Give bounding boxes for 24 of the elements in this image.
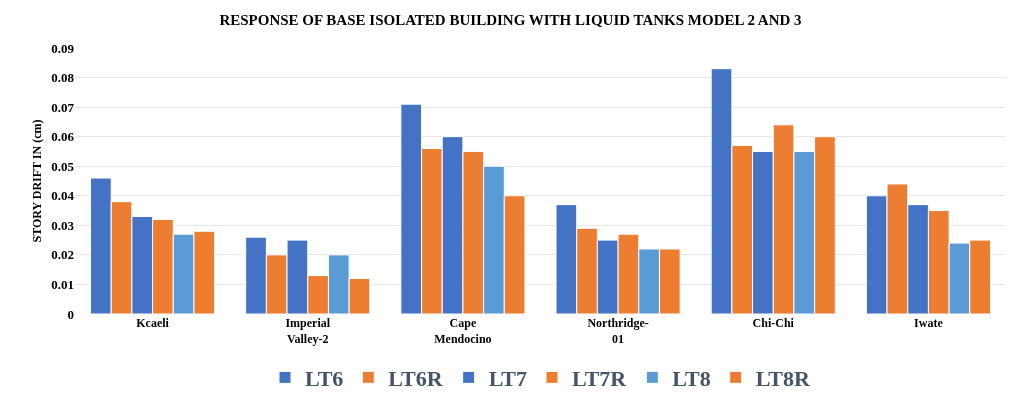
- y-tick-label: 0: [67, 306, 74, 322]
- x-tick-label: Northridge- 01: [587, 316, 649, 346]
- x-tick-label: Kcaeli: [136, 316, 170, 330]
- x-tick-label: Imperial Valley-2: [285, 316, 331, 346]
- legend-label: LT6R: [388, 365, 444, 391]
- y-tick-label: 0.05: [51, 158, 75, 174]
- y-axis-title: STORY DRIFT IN (cm): [30, 119, 44, 243]
- legend-label: LT7: [488, 365, 527, 391]
- y-tick-label: 0.03: [51, 217, 75, 233]
- y-tick-label: 0.09: [51, 40, 75, 56]
- legend-label: LT7R: [571, 365, 628, 391]
- y-tick-label: 0.01: [51, 276, 74, 292]
- legend-label: LT6: [305, 365, 344, 391]
- legend-label: LT8R: [755, 365, 811, 391]
- x-tick-label: Iwate: [914, 316, 944, 330]
- y-tick-label: 0.02: [51, 247, 74, 263]
- x-tick-label: Cape Mendocino: [434, 316, 492, 346]
- chart-title: RESPONSE OF BASE ISOLATED BUILDING WITH LIQUID TANKS MODEL 2 AND 3: [219, 11, 802, 28]
- y-tick-label: 0.07: [51, 99, 75, 115]
- y-tick-label: 0.06: [51, 129, 75, 145]
- y-tick-label: 0.08: [51, 70, 75, 86]
- x-tick-label: Chi-Chi: [752, 316, 795, 330]
- y-tick-label: 0.04: [51, 188, 75, 204]
- legend-label: LT8: [672, 365, 711, 391]
